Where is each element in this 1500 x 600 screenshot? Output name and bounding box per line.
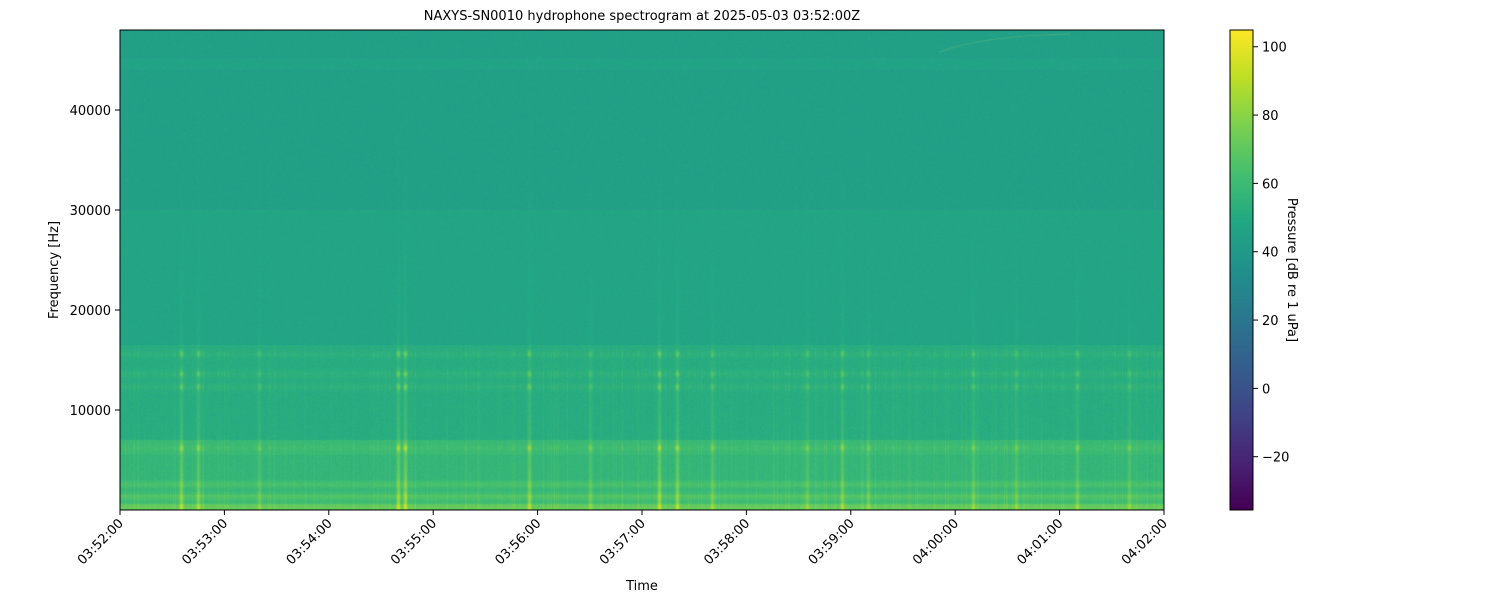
colorbar-tick-label: 60: [1262, 177, 1279, 192]
colorbar-tick-label: 80: [1262, 109, 1279, 124]
x-tick-label: 03:58:00: [701, 516, 753, 568]
colorbar-label: Pressure [dB re 1 uPa]: [1284, 198, 1299, 342]
y-axis: 10000 20000 30000 40000: [70, 104, 120, 419]
colorbar-tick-label: 100: [1262, 41, 1287, 56]
x-tick-label: 03:54:00: [284, 516, 336, 568]
plot-frame: [119, 29, 1165, 511]
x-axis: 03:52:00 03:53:00 03:54:00 03:55:00 03:56:00…: [75, 510, 1171, 568]
x-tick-label: 03:56:00: [493, 516, 545, 568]
colorbar-axis: −20 0 20 40 60 80 100: [1253, 41, 1289, 466]
x-tick-label: 03:52:00: [75, 516, 127, 568]
x-tick-label: 04:00:00: [910, 516, 962, 568]
colorbar-tick-label: −20: [1262, 451, 1289, 466]
y-axis-label: Frequency [Hz]: [47, 221, 62, 319]
x-tick-label: 03:59:00: [806, 516, 858, 568]
colorbar-tick-label: 40: [1262, 246, 1279, 261]
y-tick-label: 40000: [70, 104, 111, 119]
x-tick-label: 03:57:00: [597, 516, 649, 568]
colorbar-tick-label: 0: [1262, 382, 1270, 397]
x-tick-label: 04:02:00: [1119, 516, 1171, 568]
y-tick-label: 30000: [70, 204, 111, 219]
y-tick-label: 20000: [70, 304, 111, 319]
x-axis-label: Time: [625, 579, 658, 594]
colorbar-frame: [1229, 29, 1254, 511]
colorbar-tick-label: 20: [1262, 314, 1279, 329]
x-tick-label: 03:53:00: [179, 516, 231, 568]
colorbar-gradient: [1230, 30, 1253, 510]
y-tick-label: 10000: [70, 404, 111, 419]
spectrogram-image: [120, 30, 1164, 510]
x-tick-label: 04:01:00: [1015, 516, 1067, 568]
chart-title: NAXYS-SN0010 hydrophone spectrogram at 2…: [424, 9, 861, 24]
x-tick-label: 03:55:00: [388, 516, 440, 568]
